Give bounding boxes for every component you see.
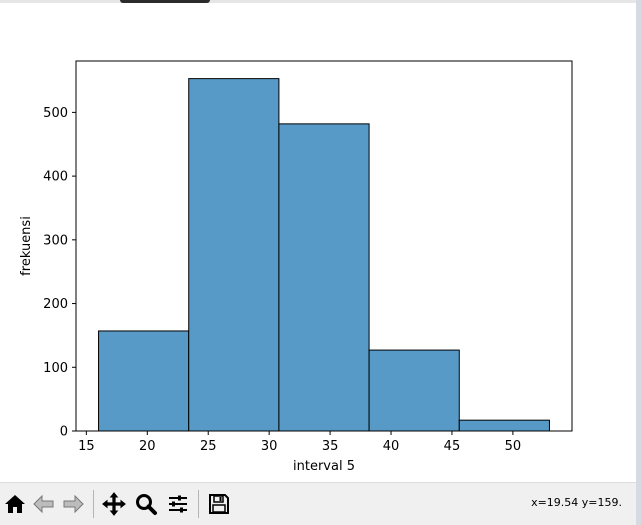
- y-tick-label: 100: [43, 361, 68, 376]
- x-tick-label: 45: [444, 439, 461, 454]
- figure-canvas[interactable]: 15 20 25 30 35 40 45 50 0 100 200 300 400 500 interv…: [0, 0, 636, 482]
- arrow-left-icon: [33, 494, 54, 514]
- floppy-disk-icon: [209, 494, 229, 514]
- histogram-bar: [368, 349, 460, 432]
- magnifier-icon: [136, 494, 157, 515]
- forward-button[interactable]: [58, 489, 88, 519]
- window-right-border: [636, 0, 641, 525]
- back-button[interactable]: [29, 489, 59, 519]
- window-top-edge: [0, 0, 641, 3]
- coordinates-readout: x=19.54 y=159.: [531, 496, 622, 509]
- x-tick-label: 50: [505, 439, 522, 454]
- configure-subplots-button[interactable]: [163, 489, 193, 519]
- move-icon: [102, 492, 126, 516]
- y-tick-label: 200: [43, 297, 68, 312]
- save-button[interactable]: [204, 489, 234, 519]
- x-tick-label: 25: [200, 439, 217, 454]
- home-icon: [5, 495, 25, 513]
- x-tick-label: 35: [322, 439, 339, 454]
- y-axis: 0 100 200 300 400 500: [43, 106, 76, 440]
- histogram-bar: [458, 419, 550, 432]
- home-button[interactable]: [0, 489, 30, 519]
- histogram-bar: [98, 330, 190, 432]
- x-tick-label: 40: [383, 439, 400, 454]
- y-axis-label: frekuensi: [19, 216, 34, 276]
- bars-group: [98, 78, 550, 432]
- toolbar-separator: [198, 490, 199, 518]
- histogram-bar: [278, 123, 370, 432]
- x-axis-label: interval 5: [293, 459, 355, 474]
- x-tick-label: 15: [78, 439, 95, 454]
- sliders-icon: [169, 495, 187, 513]
- y-tick-label: 0: [60, 425, 68, 440]
- pan-button[interactable]: [99, 489, 129, 519]
- zoom-button[interactable]: [131, 489, 161, 519]
- y-tick-label: 300: [43, 233, 68, 248]
- x-tick-label: 30: [261, 439, 278, 454]
- window-shadow: [120, 0, 210, 3]
- x-axis: 15 20 25 30 35 40 45 50: [78, 431, 521, 454]
- arrow-right-icon: [63, 494, 84, 514]
- histogram-chart: 15 20 25 30 35 40 45 50 0 100 200 300 400 500 interv…: [19, 60, 573, 474]
- y-tick-label: 500: [43, 106, 68, 121]
- toolbar-separator: [93, 490, 94, 518]
- y-tick-label: 400: [43, 170, 68, 185]
- histogram-bar: [188, 78, 280, 432]
- navigation-toolbar: x=19.54 y=159.: [0, 482, 636, 525]
- x-tick-label: 20: [139, 439, 156, 454]
- axes-frame: [75, 60, 573, 432]
